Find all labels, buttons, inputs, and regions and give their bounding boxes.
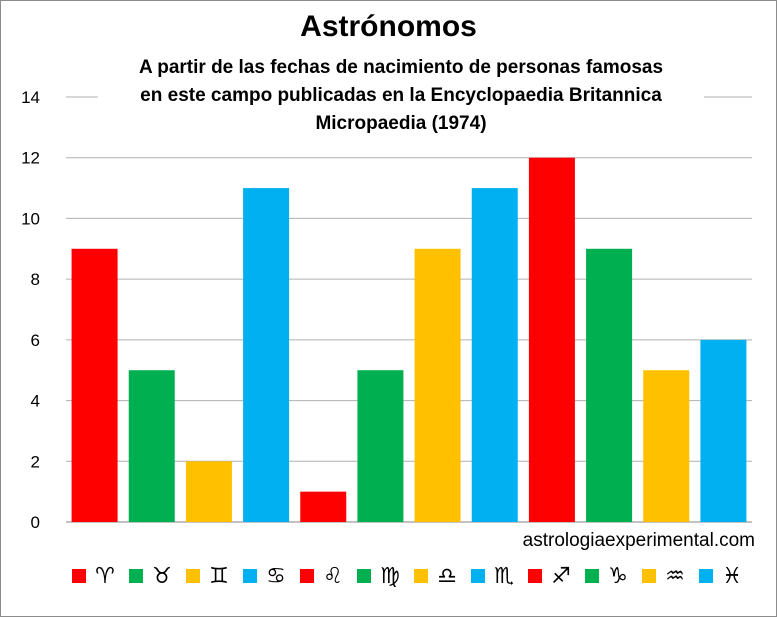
legend-label: ♑ [608, 563, 628, 589]
legend-item: ♊ [186, 564, 230, 589]
y-tick-label: 8 [31, 270, 40, 289]
legend-label: ♉ [152, 563, 172, 589]
legend-item: ♑ [585, 564, 629, 589]
bar-1 [71, 248, 118, 523]
legend-item: ♉ [129, 564, 173, 589]
legend-item: ♓ [699, 564, 743, 589]
legend-label: ♍ [380, 563, 400, 589]
legend-label: ♐ [551, 563, 571, 589]
chart-title: Astrónomos [300, 10, 477, 43]
legend-item: ♐ [528, 564, 572, 589]
legend-swatch [186, 569, 200, 583]
legend-item: ♏ [471, 564, 515, 589]
legend-label: ♈ [95, 563, 115, 589]
gridlines [66, 96, 752, 523]
legend-label: ♊ [209, 563, 229, 589]
legend-swatch [243, 569, 257, 583]
y-tick-label: 0 [31, 513, 40, 532]
y-tick-label: 4 [31, 392, 40, 411]
bars [71, 157, 747, 523]
y-tick-label: 12 [21, 149, 40, 168]
bar-12 [700, 339, 747, 522]
bar-4 [243, 188, 290, 523]
legend-item: ♌ [300, 564, 344, 589]
bar-10 [586, 248, 633, 523]
legend-label: ♒ [665, 563, 685, 589]
legend-label: ♓ [722, 563, 742, 589]
y-axis-ticks: 0 2 4 6 8 10 12 14 [21, 88, 40, 532]
legend-item: ♋ [243, 564, 287, 589]
y-tick-label: 10 [21, 209, 40, 228]
bar-9 [528, 157, 575, 522]
y-tick-label: 6 [31, 331, 40, 350]
subtitle-line-1: A partir de las fechas de nacimiento de … [138, 57, 664, 78]
subtitle-line-2: en este campo publicadas en la Encyclopa… [140, 85, 662, 106]
bar-5 [300, 491, 347, 522]
legend-label: ♌ [323, 563, 343, 589]
legend-swatch [129, 569, 143, 583]
bar-7 [414, 248, 461, 523]
legend-swatch [585, 569, 599, 583]
legend-item: ♒ [642, 564, 686, 589]
y-tick-label: 14 [21, 88, 40, 107]
legend-label: ♎ [437, 563, 457, 589]
legend-swatch [528, 569, 542, 583]
bar-8 [471, 188, 518, 523]
legend-item: ♎ [414, 564, 458, 589]
legend-swatch [642, 569, 656, 583]
legend-label: ♏ [494, 563, 514, 589]
chart-subtitle: A partir de las fechas de nacimiento de … [98, 54, 704, 138]
legend-swatch [357, 569, 371, 583]
legend-swatch [300, 569, 314, 583]
legend-swatch [699, 569, 713, 583]
legend-label: ♋ [266, 563, 286, 589]
legend-swatch [471, 569, 485, 583]
bar-3 [185, 461, 232, 522]
bar-2 [128, 370, 175, 522]
legend-item: ♈ [72, 564, 116, 589]
legend-swatch [72, 569, 86, 583]
bar-11 [643, 370, 690, 522]
watermark-text: astrologiaexperimental.com [522, 530, 755, 551]
legend-swatch [414, 569, 428, 583]
legend: ♈ ♉ ♊ ♋ ♌ ♍ ♎ ♏ ♐ ♑ ♒ ♓ [72, 562, 756, 590]
bar-6 [357, 370, 404, 522]
y-tick-label: 2 [31, 452, 40, 471]
subtitle-line-3: Micropaedia (1974) [315, 113, 487, 134]
legend-item: ♍ [357, 564, 401, 589]
